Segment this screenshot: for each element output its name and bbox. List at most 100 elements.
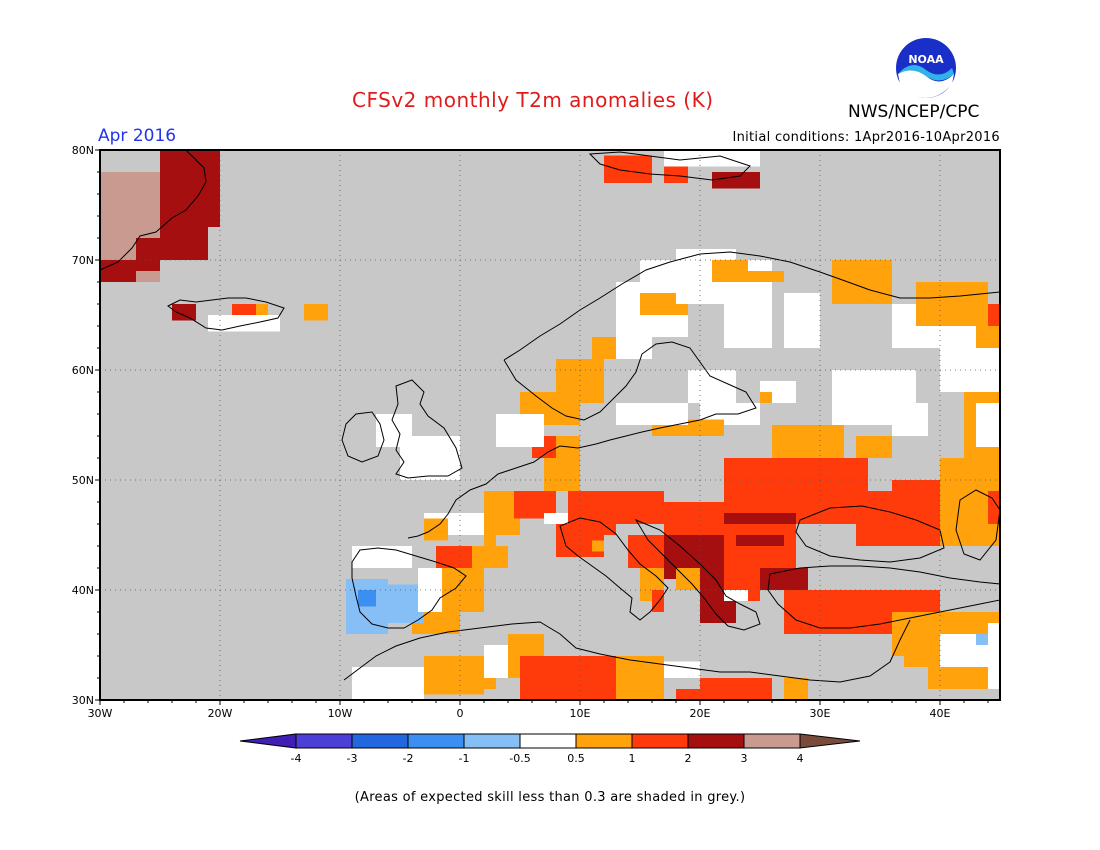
colorbar-bin-5 bbox=[519, 733, 577, 749]
lon-label-40e: 40E bbox=[930, 707, 951, 720]
anomaly-cell bbox=[856, 491, 892, 546]
anomaly-cell bbox=[664, 150, 760, 167]
north-coast bbox=[503, 251, 1001, 361]
colorbar-label-1: 1 bbox=[629, 752, 636, 765]
lat-label-40n: 40N bbox=[72, 584, 94, 597]
colorbar-labels: -4 -3 -2 -1 -0.5 0.5 1 2 3 4 bbox=[291, 752, 804, 765]
turkey-coast bbox=[767, 565, 1001, 629]
colorbar-label-m2: -2 bbox=[403, 752, 414, 765]
anomaly-cell bbox=[172, 304, 196, 321]
anomaly-cell bbox=[760, 392, 772, 403]
anomaly-cell bbox=[976, 403, 1000, 447]
anomaly-cell bbox=[604, 155, 652, 183]
lat-label-70n: 70N bbox=[72, 254, 94, 267]
noaa-logo: NOAA bbox=[896, 38, 956, 98]
longitude-labels: 30W 20W 10W 0 10E 20E 30E 40E bbox=[88, 707, 951, 720]
colorbar-label-2: 2 bbox=[685, 752, 692, 765]
anomaly-cell bbox=[892, 403, 928, 436]
color-bar bbox=[239, 733, 861, 749]
anomaly-cell bbox=[592, 337, 616, 359]
anomaly-cell bbox=[556, 656, 604, 700]
anomaly-cell bbox=[988, 491, 1000, 524]
black-sea-coast bbox=[795, 505, 945, 563]
coastlines bbox=[99, 149, 1001, 683]
caspian-coast bbox=[955, 489, 1001, 561]
anomaly-cell bbox=[712, 172, 760, 189]
anomaly-cell bbox=[352, 667, 424, 700]
anomaly-cell bbox=[304, 304, 328, 321]
britain-coast bbox=[391, 379, 463, 479]
colorbar-label-4: 4 bbox=[797, 752, 804, 765]
greenland-coast bbox=[99, 149, 207, 271]
colorbar-label-m05: -0.5 bbox=[509, 752, 530, 765]
lon-label-30e: 30E bbox=[810, 707, 831, 720]
axis-ticks bbox=[95, 149, 989, 705]
lat-label-50n: 50N bbox=[72, 474, 94, 487]
anomaly-cell bbox=[784, 612, 868, 634]
west-coast bbox=[407, 443, 597, 539]
balkan-coast bbox=[634, 518, 761, 631]
svalbard-coast bbox=[588, 151, 751, 181]
colorbar-bin-1 bbox=[295, 733, 353, 749]
lon-label-20w: 20W bbox=[208, 707, 233, 720]
anomaly-cell bbox=[916, 612, 1000, 634]
anomaly-cell bbox=[436, 458, 448, 480]
anomaly-cell bbox=[724, 458, 796, 513]
anomaly-cell bbox=[232, 304, 256, 315]
anomaly-cell bbox=[736, 535, 784, 546]
anomaly-cell bbox=[616, 491, 664, 524]
colorbar-bin-6 bbox=[575, 733, 633, 749]
anomaly-cell bbox=[100, 260, 136, 282]
lon-label-30w: 30W bbox=[88, 707, 113, 720]
lon-label-10e: 10E bbox=[570, 707, 591, 720]
colorbar-bin-8 bbox=[687, 733, 745, 749]
anomaly-cell bbox=[472, 546, 508, 568]
lat-lon-grid bbox=[100, 150, 1000, 700]
anomaly-cell bbox=[424, 518, 448, 541]
colorbar-label-05: 0.5 bbox=[567, 752, 585, 765]
forecast-month: Apr 2016 bbox=[98, 126, 177, 146]
latitude-labels: 80N 70N 60N 50N 40N 30N bbox=[72, 144, 94, 707]
colorbar-bin-7 bbox=[631, 733, 689, 749]
anomaly-cell bbox=[988, 623, 1000, 689]
anomaly-cell bbox=[784, 293, 820, 348]
lon-label-20e: 20E bbox=[690, 707, 711, 720]
africa-coast bbox=[343, 619, 911, 683]
lon-label-10w: 10W bbox=[328, 707, 353, 720]
anomaly-cell bbox=[352, 546, 412, 568]
logo-text: NOAA bbox=[908, 53, 944, 66]
anomaly-cell bbox=[856, 436, 892, 458]
anomaly-cell bbox=[700, 678, 772, 700]
anomaly-cell bbox=[544, 513, 568, 524]
anomaly-cells bbox=[100, 150, 1000, 700]
anomaly-cell bbox=[358, 590, 376, 607]
skill-footnote: (Areas of expected skill less than 0.3 a… bbox=[354, 790, 746, 805]
colorbar-label-m3: -3 bbox=[347, 752, 358, 765]
map-frame bbox=[99, 149, 1001, 701]
anomaly-cell bbox=[664, 661, 700, 678]
anomaly-cell bbox=[832, 260, 892, 304]
anomaly-cell bbox=[136, 238, 160, 271]
anomaly-cell bbox=[652, 590, 664, 612]
colorbar-label-m1: -1 bbox=[459, 752, 470, 765]
anomaly-cell bbox=[976, 634, 988, 645]
anomaly-cell bbox=[988, 304, 1000, 326]
map-title: CFSv2 monthly T2m anomalies (K) bbox=[352, 88, 714, 112]
anomaly-cell bbox=[616, 656, 664, 700]
colorbar-bin-3 bbox=[407, 733, 465, 749]
agency-label: NWS/NCEP/CPC bbox=[848, 102, 980, 122]
lon-label-0: 0 bbox=[457, 707, 464, 720]
anomaly-cell bbox=[688, 370, 736, 403]
italy-coast bbox=[559, 517, 669, 621]
colorbar-bin-10 bbox=[799, 733, 861, 749]
anomaly-cell bbox=[748, 271, 784, 282]
anomaly-cell bbox=[592, 540, 604, 552]
colorbar-bin-4 bbox=[463, 733, 521, 749]
lat-label-80n: 80N bbox=[72, 144, 94, 157]
anomaly-cell bbox=[712, 260, 748, 282]
ireland-coast bbox=[341, 411, 385, 463]
iberia-coast bbox=[351, 547, 467, 629]
anomaly-cell bbox=[208, 315, 280, 332]
colorbar-bin-2 bbox=[351, 733, 409, 749]
initial-conditions: Initial conditions: 1Apr2016-10Apr2016 bbox=[732, 130, 1000, 145]
